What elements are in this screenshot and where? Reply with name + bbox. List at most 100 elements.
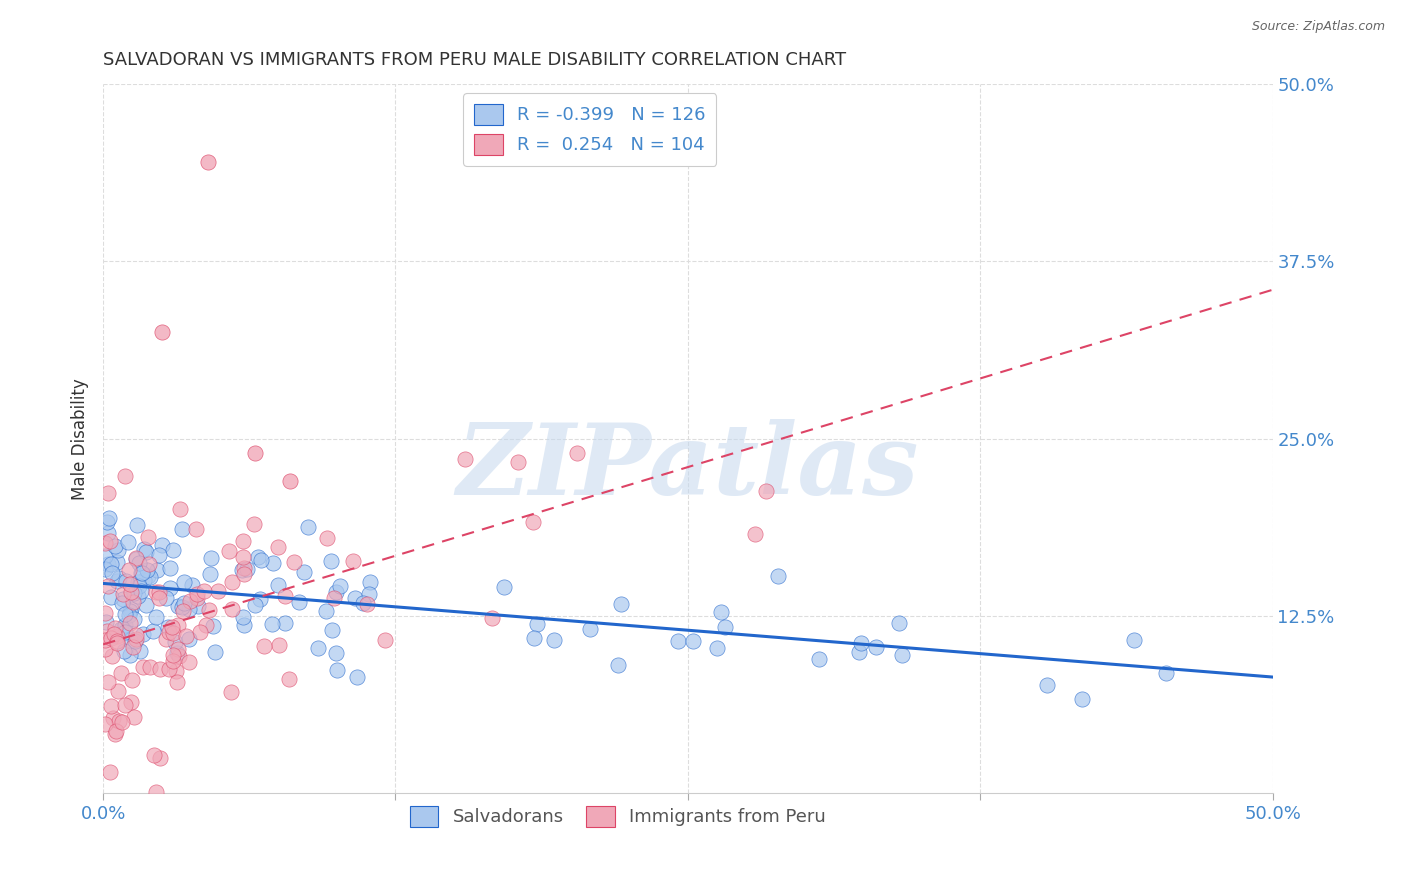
Point bbox=[267, 638, 290, 652]
Point bbox=[321, 554, 343, 568]
Point bbox=[132, 573, 155, 587]
Point bbox=[138, 557, 160, 571]
Point bbox=[149, 750, 172, 764]
Point bbox=[1123, 633, 1146, 648]
Y-axis label: Male Disability: Male Disability bbox=[72, 378, 89, 500]
Point bbox=[117, 535, 139, 549]
Point bbox=[177, 655, 200, 669]
Point bbox=[454, 451, 477, 466]
Point bbox=[197, 603, 219, 617]
Text: SALVADORAN VS IMMIGRANTS FROM PERU MALE DISABILITY CORRELATION CHART: SALVADORAN VS IMMIGRANTS FROM PERU MALE … bbox=[103, 51, 846, 69]
Point bbox=[356, 597, 378, 611]
Point bbox=[1154, 665, 1177, 680]
Point bbox=[177, 632, 200, 646]
Point bbox=[162, 648, 184, 663]
Point bbox=[114, 468, 136, 483]
Point bbox=[253, 639, 276, 653]
Point bbox=[166, 646, 188, 660]
Point bbox=[167, 599, 190, 613]
Point bbox=[105, 574, 128, 589]
Point bbox=[606, 657, 628, 672]
Point bbox=[146, 563, 169, 577]
Point bbox=[706, 641, 728, 656]
Point bbox=[352, 596, 374, 610]
Point bbox=[121, 594, 143, 608]
Point bbox=[162, 653, 184, 667]
Point bbox=[100, 631, 122, 645]
Point bbox=[125, 518, 148, 533]
Point bbox=[283, 555, 305, 569]
Point bbox=[346, 669, 368, 683]
Point bbox=[165, 635, 187, 649]
Point bbox=[145, 585, 167, 599]
Point bbox=[125, 632, 148, 646]
Point bbox=[682, 634, 704, 648]
Point bbox=[125, 551, 148, 566]
Point bbox=[167, 642, 190, 657]
Point bbox=[94, 549, 117, 563]
Point bbox=[97, 511, 120, 525]
Point bbox=[101, 711, 124, 725]
Point bbox=[97, 526, 120, 541]
Point bbox=[145, 609, 167, 624]
Point bbox=[744, 526, 766, 541]
Point bbox=[104, 724, 127, 739]
Point bbox=[274, 590, 297, 604]
Point bbox=[162, 626, 184, 640]
Point bbox=[323, 591, 346, 606]
Point bbox=[118, 563, 141, 577]
Point bbox=[124, 709, 146, 723]
Point bbox=[232, 609, 254, 624]
Point bbox=[159, 625, 181, 640]
Point bbox=[97, 675, 120, 690]
Point bbox=[107, 684, 129, 698]
Point bbox=[193, 584, 215, 599]
Point bbox=[97, 579, 120, 593]
Text: ZIPatlas: ZIPatlas bbox=[457, 419, 920, 516]
Point bbox=[165, 665, 187, 679]
Point bbox=[100, 698, 122, 713]
Point bbox=[1071, 691, 1094, 706]
Point bbox=[159, 561, 181, 575]
Point bbox=[127, 589, 149, 603]
Point bbox=[243, 517, 266, 532]
Point bbox=[148, 591, 170, 605]
Point bbox=[132, 542, 155, 557]
Point bbox=[249, 591, 271, 606]
Point bbox=[120, 695, 142, 709]
Point bbox=[139, 659, 162, 673]
Point bbox=[100, 590, 122, 604]
Point bbox=[315, 605, 337, 619]
Point bbox=[713, 620, 735, 634]
Point bbox=[167, 617, 190, 632]
Point bbox=[343, 591, 366, 606]
Point bbox=[120, 615, 142, 630]
Point bbox=[755, 483, 778, 498]
Point bbox=[111, 587, 134, 601]
Point bbox=[508, 455, 530, 469]
Point bbox=[128, 556, 150, 570]
Point bbox=[145, 785, 167, 799]
Point bbox=[135, 563, 157, 577]
Point bbox=[233, 561, 256, 575]
Point bbox=[120, 633, 142, 648]
Point bbox=[120, 648, 142, 662]
Point bbox=[127, 574, 149, 589]
Point bbox=[94, 642, 117, 657]
Point bbox=[219, 685, 242, 699]
Point bbox=[131, 660, 153, 674]
Point bbox=[118, 604, 141, 618]
Point bbox=[807, 652, 830, 666]
Point bbox=[156, 620, 179, 634]
Point bbox=[94, 717, 117, 731]
Point bbox=[94, 632, 117, 647]
Point bbox=[267, 577, 290, 591]
Point bbox=[155, 591, 177, 606]
Point bbox=[195, 617, 218, 632]
Point bbox=[543, 633, 565, 648]
Point bbox=[117, 607, 139, 622]
Point bbox=[173, 575, 195, 590]
Point bbox=[579, 623, 602, 637]
Point bbox=[522, 515, 544, 529]
Point bbox=[159, 581, 181, 595]
